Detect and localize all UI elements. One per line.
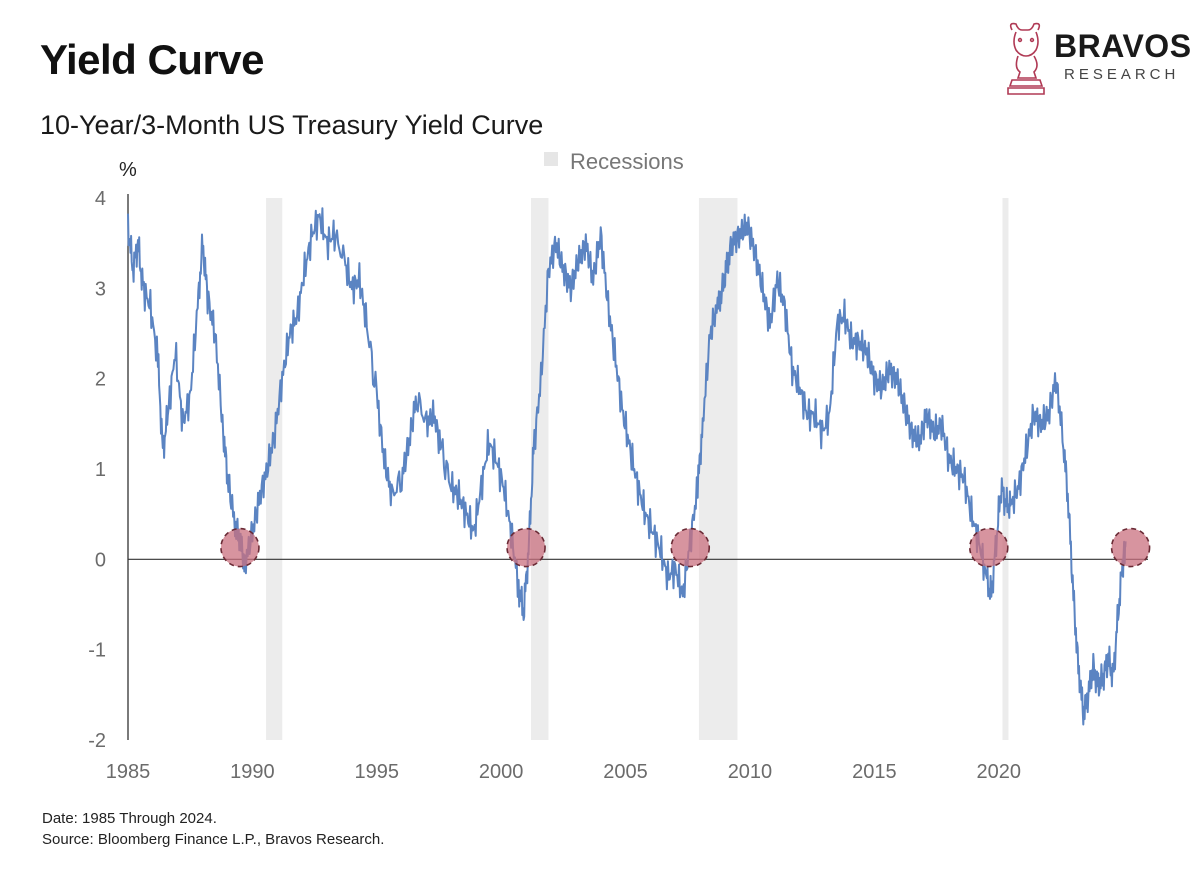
series-line-0 <box>127 207 1127 726</box>
y-axis-label: % <box>119 159 137 181</box>
x-tick-label-2: 1995 <box>355 761 400 783</box>
y-tick-label-6: -2 <box>88 730 106 752</box>
bull-knight-icon <box>1007 22 1045 95</box>
brand-logo: BRAVOS RESEARCH <box>1004 20 1194 100</box>
inversion-marker-1 <box>506 527 546 568</box>
legend-swatch-recessions <box>544 152 558 166</box>
y-tick-label-3: 1 <box>95 459 106 481</box>
series-lines <box>127 207 1127 726</box>
x-tick-label-7: 2020 <box>976 761 1021 783</box>
inversion-marker-0 <box>220 527 260 568</box>
inversion-markers <box>220 527 1151 568</box>
legend: Recessions <box>544 149 684 174</box>
x-tick-label-3: 2000 <box>479 761 524 783</box>
legend-label-recessions: Recessions <box>570 149 684 174</box>
recession-band-0 <box>266 198 283 740</box>
recession-band-2 <box>698 198 738 740</box>
footer-date: Date: 1985 Through 2024. <box>42 810 217 827</box>
y-tick-label-0: 4 <box>95 188 106 210</box>
y-tick-label-4: 0 <box>95 549 106 571</box>
brand-name: BRAVOS <box>1054 28 1192 64</box>
x-tick-label-6: 2015 <box>852 761 897 783</box>
x-tick-label-1: 1990 <box>230 761 275 783</box>
chart-subtitle: 10-Year/3-Month US Treasury Yield Curve <box>40 110 544 140</box>
inversion-marker-4 <box>1110 527 1151 568</box>
x-tick-label-4: 2005 <box>603 761 648 783</box>
y-tick-label-5: -1 <box>88 640 106 662</box>
recession-bands <box>266 198 1009 740</box>
recession-band-3 <box>1002 198 1009 740</box>
recession-band-1 <box>531 198 549 740</box>
x-tick-label-0: 1985 <box>106 761 151 783</box>
footer-source: Source: Bloomberg Finance L.P., Bravos R… <box>42 831 385 848</box>
y-tick-label-1: 3 <box>95 278 106 300</box>
page-title: Yield Curve <box>40 36 265 83</box>
y-tick-label-2: 2 <box>95 369 106 391</box>
brand-subtitle: RESEARCH <box>1064 66 1180 83</box>
inversion-marker-2 <box>670 527 711 568</box>
footer: Date: 1985 Through 2024. Source: Bloombe… <box>42 808 384 850</box>
inversion-marker-3 <box>968 527 1009 568</box>
x-tick-label-5: 2010 <box>728 761 773 783</box>
